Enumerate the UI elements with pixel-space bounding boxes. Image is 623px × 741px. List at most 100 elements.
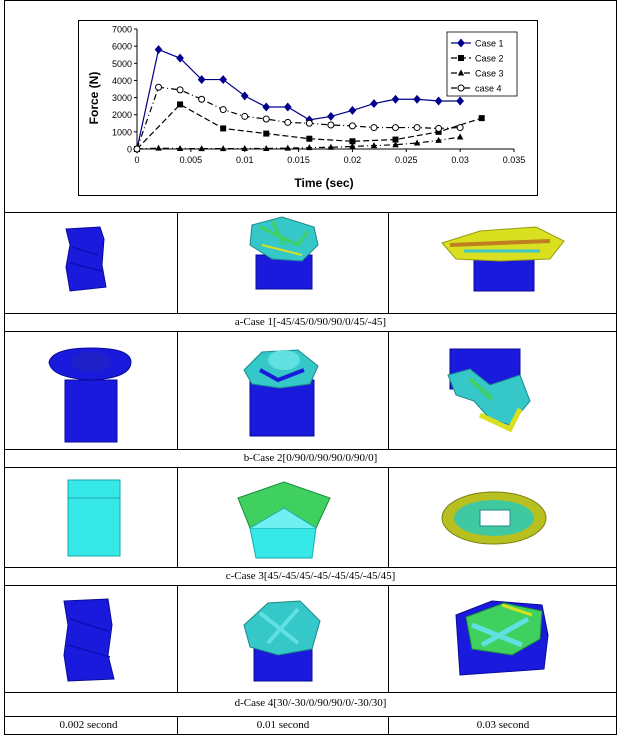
legend-marker-4: [457, 84, 465, 92]
legend-marker-1: [457, 38, 465, 48]
data-point-series-3: [349, 142, 356, 149]
case2-0.03s-model: [447, 348, 531, 433]
data-point-series-3: [155, 144, 162, 151]
table-divider: [4, 467, 617, 468]
data-point-series-3: [219, 145, 227, 152]
column-divider: [388, 467, 389, 567]
x-tick-label: 0.03: [451, 155, 469, 165]
data-point-series-4: [370, 124, 378, 132]
data-point-series-4: [348, 122, 356, 130]
data-point-series-4: [241, 112, 249, 120]
column-divider: [388, 212, 389, 313]
legend-marker-2: [458, 55, 464, 61]
x-tick-label: 0.005: [180, 155, 203, 165]
data-point-series-3: [241, 144, 248, 151]
data-point-series-4: [413, 124, 421, 132]
legend-label-1: Case 1: [475, 39, 504, 49]
case4-0.002s-model: [63, 598, 115, 682]
data-point-series-1: [391, 94, 400, 104]
x-tick-label: 0.01: [236, 155, 254, 165]
data-point-series-3: [198, 145, 205, 152]
table-divider: [4, 567, 617, 568]
column-divider: [388, 331, 389, 449]
legend-marker-3: [457, 69, 465, 76]
caption-case4: d-Case 4[30/-30/0/90/90/0/-30/30]: [234, 697, 387, 709]
y-axis-label: Force (N): [87, 72, 101, 125]
column-divider: [177, 585, 178, 692]
y-tick-label: 0: [127, 145, 132, 155]
series-line-1: [136, 48, 461, 150]
data-point-series-1: [154, 45, 163, 55]
data-point-series-4: [392, 124, 400, 132]
table-divider: [4, 716, 617, 717]
data-point-series-3: [306, 144, 313, 151]
data-point-series-1: [348, 105, 357, 115]
data-point-series-1: [197, 75, 206, 85]
case4-0.03s-model: [455, 600, 549, 676]
table-divider: [4, 692, 617, 693]
data-point-series-2: [478, 115, 485, 122]
data-point-series-1: [283, 102, 292, 112]
data-point-series-2: [392, 136, 399, 143]
chart-legend: Case 1 Case 2 Case 3 case 4: [446, 31, 518, 97]
y-tick-label: 6000: [112, 42, 132, 52]
data-point-series-2: [306, 135, 313, 142]
case3-0.03s-model: [441, 491, 547, 545]
figure-table: [4, 0, 617, 735]
x-axis-label: Time (sec): [294, 176, 353, 190]
y-tick-label: 1000: [112, 127, 132, 137]
data-point-series-1: [327, 111, 335, 121]
table-divider: [4, 449, 617, 450]
data-point-series-4: [284, 118, 292, 126]
data-point-series-1: [262, 102, 271, 112]
data-point-series-3: [327, 143, 335, 150]
x-tick-label: 0.02: [344, 155, 362, 165]
data-point-series-2: [349, 138, 356, 145]
case3-0.002s-model: [67, 479, 121, 557]
caption-case2: b-Case 2[0/90/0/90/90/0/90/0]: [243, 452, 378, 464]
data-point-series-4: [262, 115, 270, 123]
table-divider: [4, 331, 617, 332]
time-label-3: 0.03 second: [476, 719, 530, 731]
data-point-series-2: [263, 130, 270, 137]
x-tick-label: 0.015: [287, 155, 310, 165]
y-tick-label: 2000: [112, 110, 132, 120]
data-point-series-3: [435, 136, 442, 143]
time-label-2: 0.01 second: [256, 719, 310, 731]
data-point-series-4: [219, 106, 227, 114]
data-point-series-4: [176, 86, 184, 94]
data-point-series-3: [263, 144, 270, 151]
caption-case3: c-Case 3[45/-45/45/-45/-45/45/-45/45]: [225, 570, 396, 582]
column-divider: [177, 331, 178, 449]
data-point-series-1: [176, 53, 184, 63]
time-label-1: 0.002 second: [59, 719, 118, 731]
legend-label-3: Case 3: [475, 69, 504, 79]
data-point-series-3: [456, 133, 464, 140]
column-divider: [177, 467, 178, 567]
data-point-series-4: [435, 124, 443, 132]
case2-0.01s-model: [243, 349, 319, 437]
data-point-series-4: [198, 95, 206, 103]
data-point-series-3: [413, 139, 421, 146]
data-point-series-4: [456, 124, 464, 132]
data-point-series-2: [220, 125, 227, 132]
case3-0.01s-model: [237, 481, 331, 559]
x-tick-label: 0.035: [503, 155, 526, 165]
data-point-series-4: [133, 145, 141, 153]
column-divider: [388, 716, 389, 735]
x-tick-label: 0: [134, 155, 139, 165]
case1-0.03s-model: [441, 226, 565, 292]
series-line-3: [136, 136, 461, 150]
y-tick-label: 3000: [112, 93, 132, 103]
case1-0.002s-model: [65, 226, 107, 292]
data-point-series-1: [240, 91, 249, 101]
force-time-chart: 0 1000 2000 3000 4000 5000 6000 7000 0 0.005 0.01 0…: [78, 20, 538, 196]
caption-case1: a-Case 1[-45/45/0/90/90/0/45/-45]: [234, 316, 387, 328]
column-divider: [177, 212, 178, 313]
data-point-series-1: [434, 96, 443, 106]
y-tick-label: 4000: [112, 76, 132, 86]
data-point-series-1: [413, 94, 421, 104]
y-tick-label: 7000: [112, 25, 132, 35]
column-divider: [177, 716, 178, 735]
case1-0.01s-model: [249, 216, 319, 290]
